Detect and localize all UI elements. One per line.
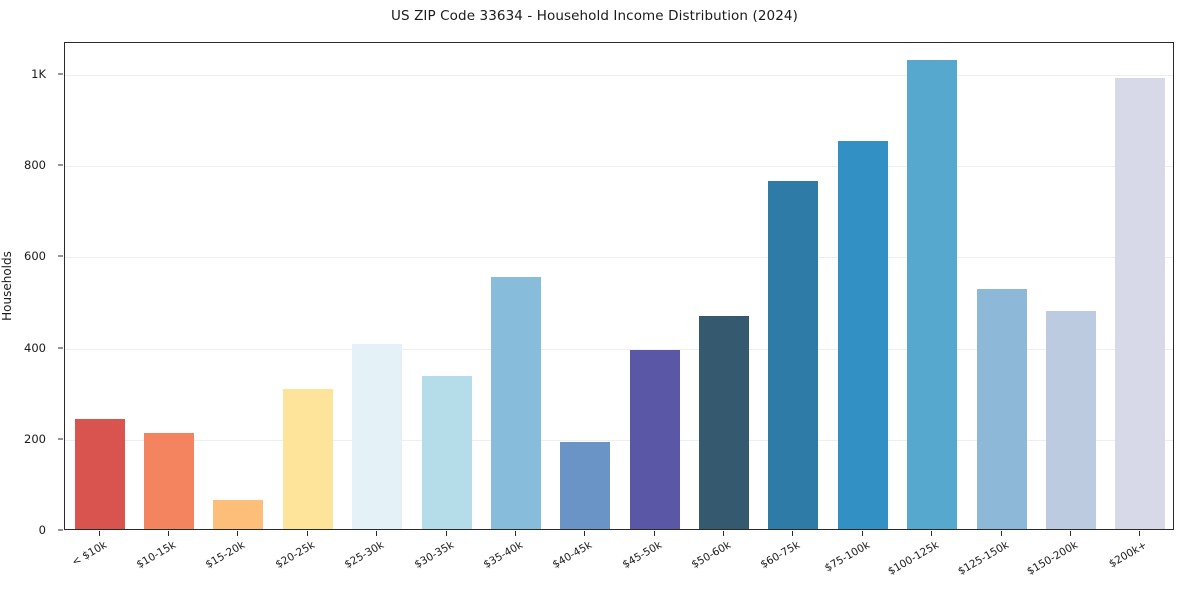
y-tick-label: 200: [24, 431, 46, 446]
x-tick-mark: [306, 531, 308, 536]
x-tick-mark: [168, 531, 170, 536]
bar[interactable]: [560, 442, 611, 529]
y-tick-label: 400: [24, 340, 46, 355]
x-tick-label: $50-60k: [689, 539, 734, 572]
y-tick-mark: [58, 347, 63, 349]
bar[interactable]: [629, 350, 680, 529]
bar[interactable]: [1045, 311, 1096, 529]
bar[interactable]: [837, 140, 888, 529]
x-tick-mark: [653, 531, 655, 536]
bar[interactable]: [1115, 78, 1166, 529]
y-tick-mark: [58, 73, 63, 75]
x-tick-mark: [792, 531, 794, 536]
y-tick-mark: [58, 164, 63, 166]
y-axis-tick-labels: 0 200 400 600 800 1K: [0, 42, 63, 537]
x-tick-label: $10-15k: [134, 539, 179, 572]
x-tick-mark: [445, 531, 447, 536]
x-tick-mark: [1000, 531, 1002, 536]
x-tick-mark: [1139, 531, 1141, 536]
x-tick-mark: [514, 531, 516, 536]
x-tick-label: $15-20k: [203, 539, 248, 572]
bar[interactable]: [490, 276, 541, 529]
x-tick-mark: [98, 531, 100, 536]
x-tick-label: $30-35k: [412, 539, 456, 572]
y-tick-mark: [58, 255, 63, 257]
y-tick-mark: [58, 529, 63, 531]
x-tick-label: $200k+: [1107, 539, 1150, 571]
chart-title: US ZIP Code 33634 - Household Income Dis…: [391, 8, 798, 24]
x-tick-label: $40-45k: [550, 539, 595, 572]
bar[interactable]: [421, 375, 472, 529]
x-tick-label: $150-200k: [1024, 539, 1080, 578]
x-tick-label: $35-40k: [481, 539, 525, 572]
bar[interactable]: [282, 389, 333, 529]
x-tick-mark: [723, 531, 725, 536]
x-tick-label: $125-150k: [955, 539, 1011, 578]
x-tick-mark: [376, 531, 378, 536]
x-tick-mark: [1069, 531, 1071, 536]
x-tick-mark: [931, 531, 933, 536]
bar[interactable]: [976, 288, 1027, 529]
bar-series: [65, 43, 1173, 529]
bar[interactable]: [699, 315, 750, 529]
x-tick-label: $60-75k: [758, 539, 803, 572]
x-tick-label: $75-100k: [822, 539, 872, 575]
bar[interactable]: [144, 433, 195, 529]
x-tick-mark: [861, 531, 863, 536]
x-tick-mark: [237, 531, 239, 536]
y-tick-label: 0: [38, 523, 46, 537]
x-axis-tick-labels: < $10k $10-15k $15-20k $20-25k $25-30k $30-35…: [64, 531, 1174, 590]
y-tick-label: 1K: [31, 66, 46, 81]
bar[interactable]: [352, 344, 403, 529]
plot-area: [64, 42, 1174, 530]
x-tick-label: $100-125k: [886, 539, 942, 578]
bar[interactable]: [213, 499, 264, 529]
bar[interactable]: [907, 59, 958, 529]
x-tick-mark: [584, 531, 586, 536]
bar[interactable]: [768, 181, 819, 529]
y-tick-mark: [58, 438, 63, 440]
x-tick-label: $25-30k: [342, 539, 387, 572]
x-tick-label: < $10k: [69, 539, 109, 569]
bar[interactable]: [74, 419, 125, 529]
x-tick-label: $45-50k: [620, 539, 664, 572]
y-tick-label: 800: [24, 158, 46, 173]
x-tick-label: $20-25k: [273, 539, 317, 572]
y-tick-label: 600: [24, 249, 46, 264]
